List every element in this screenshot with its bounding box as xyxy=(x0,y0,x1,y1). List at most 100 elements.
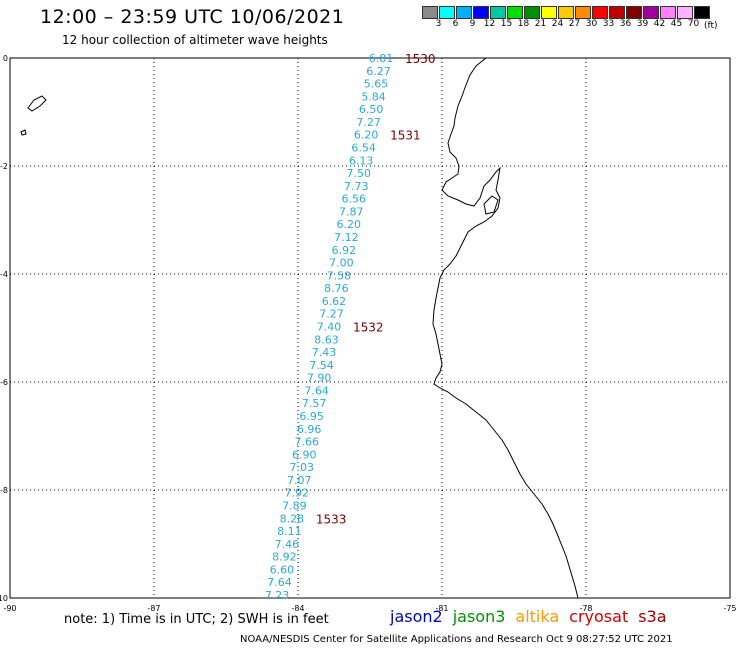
wave-height-value: 7.46 xyxy=(275,538,300,551)
x-tick-label: -84 xyxy=(291,604,304,613)
pass-time-labels: 1530 1531 1532 1533 xyxy=(316,52,436,526)
wave-height-value: 7.57 xyxy=(302,397,327,410)
wave-height-value: 8.11 xyxy=(277,525,302,538)
legend-swatch xyxy=(575,6,591,19)
south-america-coastline xyxy=(432,57,579,599)
wave-height-value: 7.27 xyxy=(356,116,381,129)
legend-swatch xyxy=(473,6,489,19)
legend-swatch xyxy=(694,6,710,19)
legend-label: 39 xyxy=(636,19,649,29)
legend-swatch xyxy=(422,6,438,19)
y-tick-label: -8 xyxy=(0,486,8,495)
legend-label: 15 xyxy=(500,19,513,29)
wave-height-value: 7.66 xyxy=(294,436,319,449)
satellite-legend: jason2 jason3 altika cryosat s3a xyxy=(390,607,677,626)
legend-swatch xyxy=(541,6,557,19)
legend-label: 18 xyxy=(517,19,530,29)
wave-height-value: 7.92 xyxy=(285,487,310,500)
wave-height-value: 6.90 xyxy=(292,448,317,461)
units-note: note: 1) Time is in UTC; 2) SWH is in fe… xyxy=(64,612,329,627)
legend-swatch xyxy=(592,6,608,19)
wave-height-value: 7.54 xyxy=(309,359,334,372)
pass-time-label: 1532 xyxy=(353,321,384,335)
x-tick-label: -78 xyxy=(579,604,592,613)
y-tick-label: 0 xyxy=(3,54,8,63)
pass-time-label: 1533 xyxy=(316,512,347,526)
x-tick-label: -87 xyxy=(147,604,160,613)
wave-height-value: 6.62 xyxy=(322,295,347,308)
legend-swatches xyxy=(422,6,711,19)
wave-height-value: 7.27 xyxy=(319,308,344,321)
wave-height-value: 7.40 xyxy=(317,321,342,334)
legend-swatch xyxy=(507,6,523,19)
legend-label: 24 xyxy=(551,19,564,29)
coastline xyxy=(20,57,579,599)
wave-height-value: 7.23 xyxy=(265,589,290,602)
pass-time-label: 1531 xyxy=(390,129,421,143)
legend-swatch xyxy=(456,6,472,19)
wave-height-value: 8.92 xyxy=(272,551,297,564)
legend-swatch xyxy=(626,6,642,19)
wave-height-value: 6.60 xyxy=(270,563,295,576)
wave-height-value: 7.89 xyxy=(282,500,307,513)
legend-label: 42 xyxy=(653,19,666,29)
satellite-jason2: jason2 xyxy=(390,607,443,626)
map-grid xyxy=(9,57,731,599)
wave-height-value: 6.54 xyxy=(351,142,376,155)
legend-swatch xyxy=(439,6,455,19)
map-frame xyxy=(9,57,731,599)
wave-height-value: 5.84 xyxy=(361,90,386,103)
wave-height-value: 7.07 xyxy=(287,474,312,487)
legend-label: 21 xyxy=(534,19,547,29)
wave-height-value: 6.50 xyxy=(359,103,384,116)
map-subtitle: 12 hour collection of altimeter wave hei… xyxy=(62,33,328,47)
credit-line: NOAA/NESDIS Center for Satellite Applica… xyxy=(240,634,673,645)
legend-labels: 3 6 9 12 15 18 21 24 27 30 33 36 39 42 45 70 xyxy=(422,19,711,29)
wave-height-value: 6.20 xyxy=(337,218,362,231)
gulf-of-guayaquil-island xyxy=(483,195,499,215)
legend-swatch xyxy=(643,6,659,19)
legend-swatch xyxy=(490,6,506,19)
y-tick-label: -10 xyxy=(0,594,8,603)
axis-tick-labels: -90 -87 -84 -81 -78 -75 0 -2 -4 -6 -8 -10 xyxy=(0,54,737,613)
wave-height-value: 7.03 xyxy=(290,461,315,474)
wave-height-value: 7.87 xyxy=(339,205,364,218)
legend-label: 33 xyxy=(602,19,615,29)
wave-height-value: 7.64 xyxy=(304,384,329,397)
wave-height-value: 6.92 xyxy=(332,244,357,257)
pass-time-label: 1530 xyxy=(405,52,436,66)
y-tick-label: -4 xyxy=(0,270,8,279)
legend-swatch xyxy=(558,6,574,19)
color-legend: 3 6 9 12 15 18 21 24 27 30 33 36 39 42 45 70 (ft) xyxy=(422,6,718,31)
galapagos-island-small xyxy=(20,129,27,136)
legend-label: 27 xyxy=(568,19,581,29)
wave-height-value: 7.90 xyxy=(307,372,332,385)
legend-label: 36 xyxy=(619,19,632,29)
legend-label: 6 xyxy=(452,19,459,29)
x-tick-label: -75 xyxy=(723,604,736,613)
legend-label: 30 xyxy=(585,19,598,29)
wave-height-value: 7.12 xyxy=(334,231,359,244)
legend-label: 9 xyxy=(469,19,476,29)
legend-label: 3 xyxy=(435,19,442,29)
x-tick-label: -81 xyxy=(435,604,448,613)
map-title: 12:00 – 23:59 UTC 10/06/2021 xyxy=(40,6,345,28)
satellite-cryosat: cryosat xyxy=(569,607,629,626)
wave-height-value: 6.96 xyxy=(297,423,322,436)
wave-height-value: 8.28 xyxy=(280,512,305,525)
wave-height-value: 7.43 xyxy=(312,346,337,359)
wave-height-value: 7.73 xyxy=(344,180,369,193)
y-tick-label: -2 xyxy=(0,162,8,171)
wave-height-value: 7.00 xyxy=(329,257,354,270)
wave-height-value: 6.20 xyxy=(354,129,379,142)
wave-height-value: 8.76 xyxy=(324,282,349,295)
legend-swatch xyxy=(677,6,693,19)
wave-height-value: 6.81 xyxy=(369,52,394,65)
legend-swatch xyxy=(609,6,625,19)
legend-label: 12 xyxy=(483,19,496,29)
x-tick-label: -90 xyxy=(3,604,16,613)
legend-swatch xyxy=(660,6,676,19)
wave-height-value: 6.13 xyxy=(349,154,374,167)
wave-height-value: 7.58 xyxy=(327,269,352,282)
y-tick-label: -6 xyxy=(0,378,8,387)
